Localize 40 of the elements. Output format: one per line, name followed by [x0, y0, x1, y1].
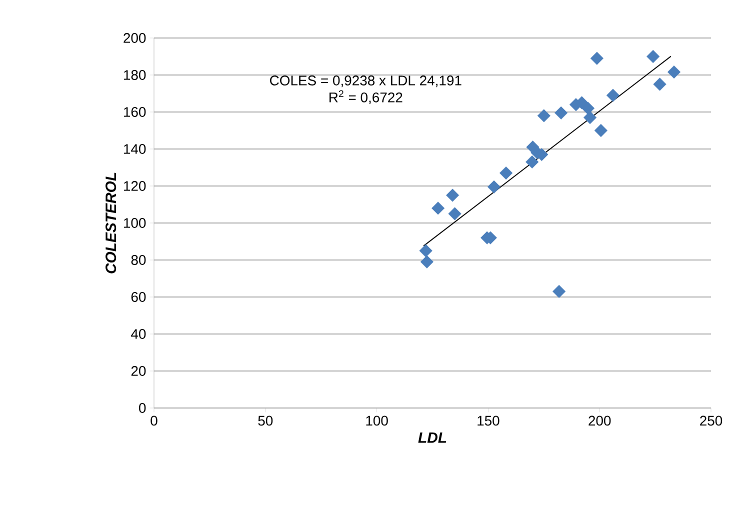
point	[499, 166, 513, 180]
x-tick-label: 50	[258, 416, 273, 426]
y-tick-label: 180	[124, 70, 146, 80]
point	[581, 102, 595, 115]
y-tick-label: 100	[124, 218, 146, 228]
point	[653, 78, 666, 91]
y-tick-label: 120	[124, 181, 146, 191]
point	[487, 180, 501, 194]
y-tick-label: 200	[124, 33, 146, 43]
point	[537, 109, 550, 122]
x-tick-label: 200	[588, 416, 611, 426]
point	[420, 255, 434, 268]
y-axis-title: COLESTEROL	[106, 172, 116, 274]
point	[432, 202, 445, 215]
y-tick-label: 60	[131, 292, 146, 302]
y-tick-label: 0	[139, 403, 146, 413]
annotation: COLES = 0,9238 x LDL 24,191	[270, 76, 462, 88]
point	[526, 155, 539, 168]
point	[419, 244, 432, 258]
point	[448, 207, 462, 220]
point	[552, 284, 566, 298]
point	[606, 88, 620, 102]
point	[554, 106, 568, 120]
y-tick-label: 140	[124, 144, 146, 154]
point	[583, 111, 597, 124]
point	[590, 52, 604, 65]
y-tick-label: 20	[131, 366, 146, 376]
x-axis-title: LDL	[418, 432, 446, 443]
x-tick-label: 0	[150, 416, 158, 426]
y-tick-label: 160	[124, 107, 146, 117]
y-tick-label: 40	[131, 329, 146, 339]
y-tick-label: 80	[131, 255, 146, 265]
point	[594, 124, 608, 138]
annotation: R$^{2}$ = 0,6722	[330, 90, 402, 104]
x-tick-label: 150	[478, 416, 500, 426]
point	[646, 50, 660, 64]
point	[667, 65, 681, 79]
x-tick-label: 250	[700, 416, 722, 426]
x-tick-label: 100	[366, 416, 388, 426]
point	[446, 188, 460, 202]
